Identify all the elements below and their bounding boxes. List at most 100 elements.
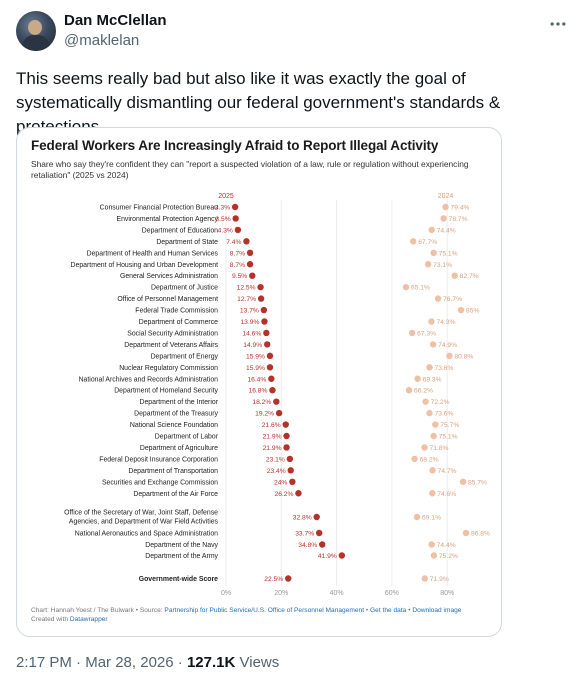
agency-label: Agencies, and Department of War Field Ac… xyxy=(69,519,219,526)
dot-2025 xyxy=(263,329,270,337)
dot-2025 xyxy=(275,409,283,417)
views-label: Views xyxy=(239,654,280,671)
agency-label: Social Security Administration xyxy=(127,330,218,337)
series-label-2025: 2025 xyxy=(218,193,234,200)
value-label-2025: 19.2% xyxy=(255,411,274,418)
x-tick-label: 0% xyxy=(221,590,231,597)
chart-subtitle: Share who say they're confident they can… xyxy=(31,159,469,180)
dot-2024 xyxy=(402,283,410,291)
download-image-link[interactable]: Download image xyxy=(412,607,462,614)
dot-2024 xyxy=(411,455,418,463)
value-label-2025: 13.7% xyxy=(240,308,259,315)
chart-credit: Chart: Hannah Yoest / The Bulwark • Sour… xyxy=(31,607,163,614)
agency-label: Department of Veterans Affairs xyxy=(124,342,218,349)
value-label-2025: 8.7% xyxy=(230,262,245,269)
dot-2024 xyxy=(421,575,429,582)
value-label-2024: 76.7% xyxy=(443,296,462,303)
value-label-2024: 85.7% xyxy=(468,479,487,486)
dot-2024 xyxy=(422,398,429,405)
value-label-2024: 67.7% xyxy=(418,239,437,246)
x-tick-label: 60% xyxy=(385,590,399,597)
value-label-2024: 68.2% xyxy=(420,456,439,463)
value-label-2025: 12.7% xyxy=(237,296,256,303)
dot-2024 xyxy=(451,272,458,279)
get-data-link[interactable]: Get the data xyxy=(370,607,407,614)
dot-2025 xyxy=(261,318,268,325)
dot-2025 xyxy=(246,261,254,268)
dot-2024 xyxy=(429,490,436,497)
agency-label: Department of the Interior xyxy=(139,399,218,406)
dot-2024 xyxy=(429,341,437,348)
agency-label: Department of State xyxy=(156,239,218,246)
agency-label: Department of the Navy xyxy=(145,542,218,549)
tweet-date[interactable]: Mar 28, 2026 xyxy=(85,654,174,671)
value-label-2024: 71.8% xyxy=(430,445,449,452)
x-tick-label: 20% xyxy=(274,590,288,597)
value-label-2024: 72.2% xyxy=(431,399,450,406)
agency-label: Office of the Secretary of War, Joint St… xyxy=(64,510,218,517)
value-label-2025: 21.6% xyxy=(262,422,281,429)
chart-footer: Chart: Hannah Yoest / The Bulwark • Sour… xyxy=(31,607,462,623)
source-link[interactable]: Partnership for Public Service/U.S. Offi… xyxy=(164,607,365,614)
value-label-2024: 74.9% xyxy=(438,342,457,349)
value-label-2025: 4.3% xyxy=(218,227,233,234)
value-label-2024: 71.9% xyxy=(430,576,449,583)
dot-2024 xyxy=(446,352,453,360)
value-label-2024: 74.3% xyxy=(436,319,455,326)
dot-2024 xyxy=(424,261,432,268)
value-label-2024: 74.4% xyxy=(437,542,456,549)
dot-2025 xyxy=(257,283,264,291)
dot-2025 xyxy=(282,421,289,428)
value-label-2025: 12.5% xyxy=(237,285,256,292)
value-label-2025: 3.3% xyxy=(215,205,230,212)
series-label-2024: 2024 xyxy=(438,193,454,200)
value-label-2025: 33.7% xyxy=(295,531,314,538)
chart-image-card[interactable]: Federal Workers Are Increasingly Afraid … xyxy=(16,127,502,637)
value-label-2025: 15.9% xyxy=(246,353,265,360)
value-label-2025: 13.9% xyxy=(240,319,259,326)
value-label-2024: 75.1% xyxy=(439,434,458,441)
dot-2024 xyxy=(429,467,436,474)
value-label-2024: 79.4% xyxy=(451,205,470,212)
dot-2025 xyxy=(269,387,276,394)
dot-2024 xyxy=(462,529,470,537)
dot-2025 xyxy=(283,432,290,440)
dot-2024 xyxy=(457,306,465,314)
value-label-2025: 16.8% xyxy=(248,388,267,395)
value-label-2024: 78.7% xyxy=(449,216,468,223)
dot-2025 xyxy=(285,575,292,582)
value-label-2024: 74.4% xyxy=(437,227,456,234)
datawrapper-link[interactable]: Datawrapper xyxy=(69,616,108,623)
tweet-time[interactable]: 2:17 PM xyxy=(16,654,72,671)
dot-2025 xyxy=(266,352,274,360)
dot-2024 xyxy=(434,295,442,302)
dot-2025 xyxy=(313,513,320,521)
x-tick-label: 40% xyxy=(330,590,344,597)
avatar[interactable] xyxy=(16,11,56,51)
value-label-2024: 82.7% xyxy=(460,273,479,280)
display-name[interactable]: Dan McClellan xyxy=(64,12,167,29)
dot-2024 xyxy=(405,387,413,394)
dot-2025 xyxy=(286,455,294,463)
view-count: 127.1K xyxy=(186,654,236,671)
value-label-2024: 75.2% xyxy=(439,553,458,560)
user-handle[interactable]: @maklelan xyxy=(64,32,140,49)
dot-2025 xyxy=(234,226,242,234)
value-label-2024: 85% xyxy=(466,308,479,315)
more-options-icon[interactable] xyxy=(548,14,568,34)
dot-2025 xyxy=(260,306,268,314)
value-label-2024: 74.7% xyxy=(438,468,457,475)
agency-label: Department of Education xyxy=(142,227,218,234)
agency-label: Consumer Financial Protection Bureau xyxy=(100,205,219,212)
dot-2024 xyxy=(430,432,437,440)
agency-label: Department of the Army xyxy=(145,553,218,560)
agency-label: Department of Transportation xyxy=(128,468,218,475)
dot-2024 xyxy=(432,421,439,428)
value-label-2025: 16.4% xyxy=(247,376,266,383)
agency-label: Department of Homeland Security xyxy=(114,388,218,395)
value-label-2025: 22.5% xyxy=(264,576,283,583)
dot-2025 xyxy=(287,467,294,474)
agency-label: Federal Deposit Insurance Corporation xyxy=(99,456,218,463)
dot-2024 xyxy=(459,478,467,485)
